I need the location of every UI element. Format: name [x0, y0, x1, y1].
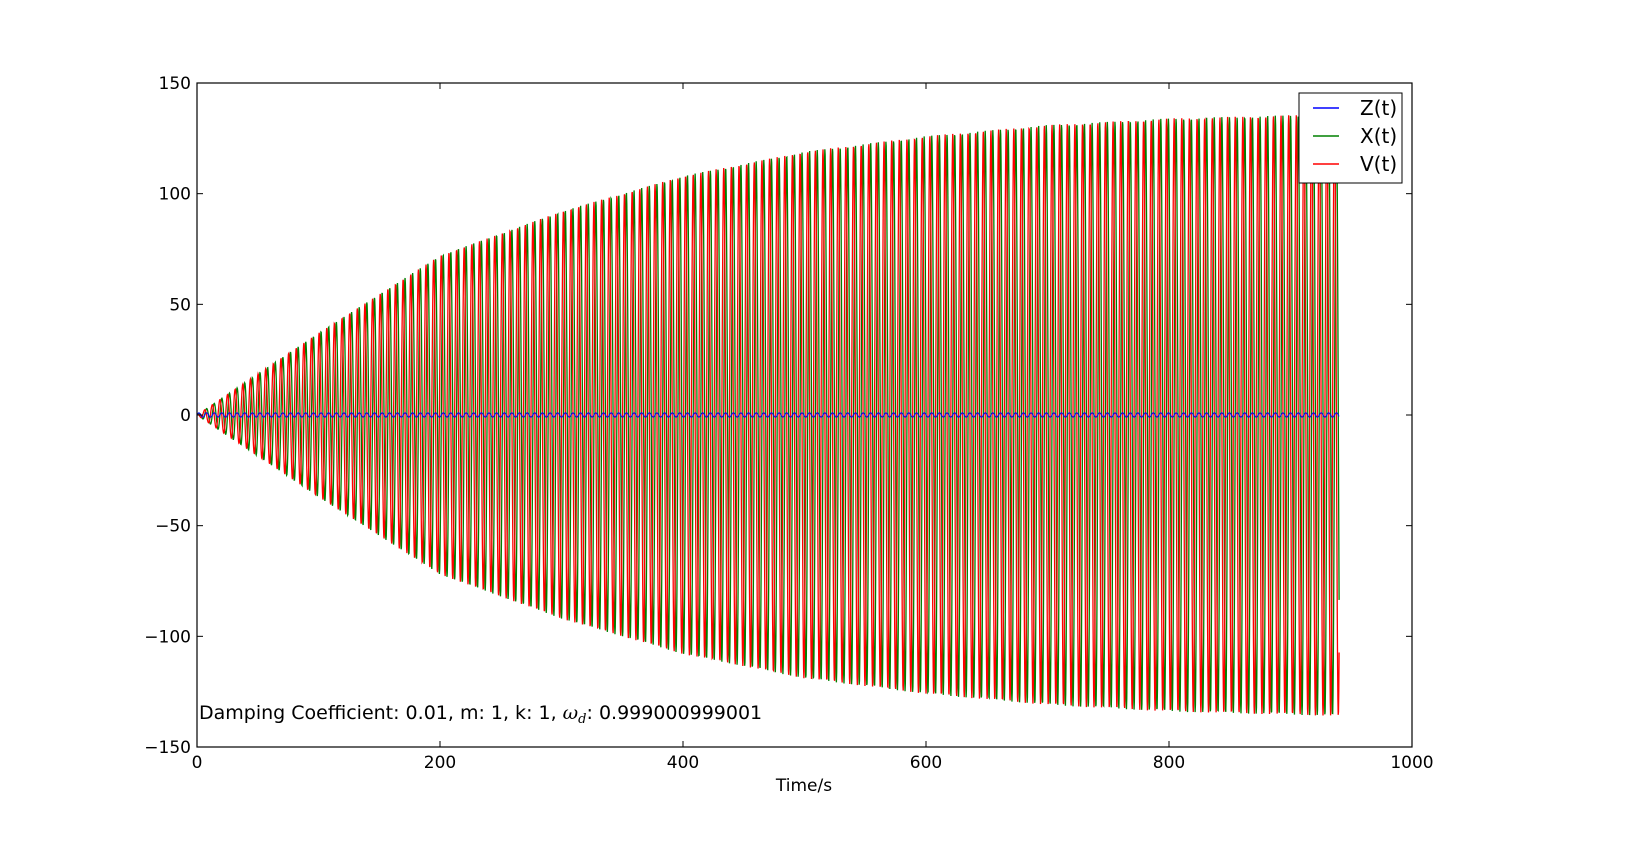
annotation-prefix: Damping Coefficient: 0.01, m: 1, k: 1, — [199, 702, 563, 724]
series-line-x-t — [197, 114, 1340, 716]
y-tick-label: 0 — [180, 406, 191, 426]
y-tick-label: 150 — [159, 74, 191, 94]
annotation-suffix: : 0.999000999001 — [587, 702, 763, 724]
legend: Z(t) X(t) V(t) — [1298, 92, 1403, 184]
legend-label-x: X(t) — [1360, 124, 1397, 148]
y-tick-label: −100 — [144, 627, 191, 647]
y-tick-label: 50 — [169, 295, 191, 315]
y-tick-label: −150 — [144, 738, 191, 758]
y-tick-label: −50 — [155, 517, 191, 537]
x-tick-label: 800 — [1153, 753, 1185, 773]
y-tick-label: 100 — [159, 185, 191, 205]
series-line-v-t — [197, 114, 1340, 716]
annotation-omega-symbol: ω — [563, 702, 579, 724]
x-tick-label: 400 — [667, 753, 699, 773]
x-axis-label: Time/s — [775, 776, 832, 796]
legend-label-v: V(t) — [1360, 152, 1397, 176]
series-layer — [197, 114, 1340, 716]
x-tick-label: 600 — [910, 753, 942, 773]
damping-annotation: Damping Coefficient: 0.01, m: 1, k: 1, ω… — [199, 702, 762, 727]
y-tick-labels: 150 100 50 0 −50 −100 −150 — [144, 74, 191, 758]
ticks-layer — [196, 82, 1413, 748]
x-tick-labels: 0 200 400 600 800 1000 — [192, 753, 1434, 773]
x-tick-label: 1000 — [1390, 753, 1433, 773]
x-tick-label: 0 — [192, 753, 203, 773]
annotation-subscript: d — [578, 712, 586, 727]
series-line-z-t — [197, 412, 1340, 418]
legend-label-z: Z(t) — [1360, 96, 1397, 120]
x-tick-label: 200 — [424, 753, 456, 773]
